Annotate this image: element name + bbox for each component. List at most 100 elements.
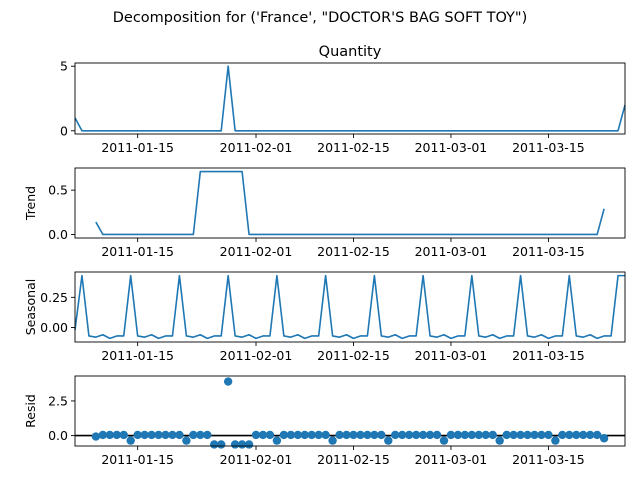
resid-point [481,430,490,440]
resid-point [314,430,323,440]
seasonal-panel: 0.00 0.25 2011-01-15 2011-02-01 2011-02-15 20… [23,271,626,363]
resid-point [404,430,414,440]
trend-xtick-label: 2011-02-15 [317,244,390,259]
resid-xtick-label: 2011-03-01 [415,452,488,467]
resid-point [307,430,316,440]
resid-point [335,430,344,440]
resid-point [217,440,226,449]
resid-point [300,430,309,440]
resid-point [210,440,219,449]
resid-point [370,430,379,440]
resid-point [432,430,442,440]
resid-axes-frame [74,375,626,447]
resid-point [321,430,330,440]
trend-axes-frame [74,167,626,239]
trend-ylabel: Trend [23,186,38,221]
observed-series-line [74,65,626,132]
resid-point [230,440,240,449]
resid-point [467,430,477,440]
resid-point [488,430,497,440]
seasonal-ylabel: Seasonal [23,279,38,336]
seasonal-xtick-label: 2011-02-15 [317,348,390,363]
trend-xtick-label: 2011-03-01 [415,244,488,259]
resid-point [356,430,365,440]
resid-point [98,430,108,440]
resid-xtick-label: 2011-02-15 [317,452,390,467]
resid-point [168,430,177,440]
resid-panel: 0.0 2.5 2011-01-15 2011-02-01 2011-02-15 2011… [23,375,626,467]
resid-point [286,430,296,440]
resid-point [391,430,400,440]
trend-ytick-label: 0.0 [48,227,68,242]
resid-point [453,430,463,440]
observed-xtick-label: 2011-02-15 [317,140,390,155]
resid-ytick-label: 2.5 [48,393,68,408]
resid-point [161,430,170,440]
resid-point [293,430,302,440]
resid-point [460,430,470,440]
resid-point [140,430,149,440]
resid-point [91,432,101,441]
resid-point [418,430,428,440]
observed-panel: 0 5 2011-01-15 2011-02-01 2011-02-15 2011-03-… [60,44,626,155]
seasonal-axes-frame [74,271,626,343]
seasonal-ytick-label: 0.00 [40,320,68,335]
resid-point [579,430,588,440]
resid-point [258,430,268,440]
resid-point [119,430,128,440]
seasonal-ytick-label: 0.25 [40,290,68,305]
seasonal-xtick-label: 2011-02-01 [220,348,293,363]
resid-point [342,430,351,440]
resid-point [196,430,205,440]
resid-point [565,430,574,440]
resid-point [349,430,358,440]
resid-point [502,430,511,440]
seasonal-xtick-label: 2011-03-01 [415,348,488,363]
resid-point [523,430,532,440]
resid-point [175,430,184,440]
observed-title: Quantity [319,44,382,60]
resid-point [377,430,386,440]
resid-point [599,434,609,443]
resid-point [585,430,595,440]
resid-point [265,430,275,440]
resid-point [425,430,435,440]
resid-point [516,430,525,440]
observed-xtick-label: 2011-03-15 [512,140,585,155]
resid-xtick-label: 2011-02-01 [220,452,293,467]
resid-point [544,430,553,440]
resid-point [105,430,115,440]
resid-point [203,430,212,440]
trend-xtick-label: 2011-01-15 [101,244,174,259]
observed-ytick-label: 0 [60,123,68,138]
trend-ytick-label: 0.5 [48,183,68,198]
trend-panel: 0.0 0.5 2011-01-15 2011-02-01 2011-02-15 2011… [23,167,626,259]
resid-point [446,430,456,440]
resid-point [147,430,156,440]
resid-point [592,430,602,440]
resid-point [474,430,483,440]
observed-xtick-label: 2011-03-01 [415,140,488,155]
observed-xtick-label: 2011-01-15 [101,140,174,155]
resid-point [439,436,449,445]
resid-point [495,436,504,445]
resid-ytick-label: 0.0 [48,428,68,443]
resid-point [537,430,546,440]
resid-point [126,436,135,445]
resid-point [182,436,191,445]
resid-point [411,430,421,440]
resid-point [384,436,393,445]
observed-xtick-label: 2011-02-01 [220,140,293,155]
resid-point [251,430,261,440]
resid-point [398,430,407,440]
resid-ylabel: Resid [23,394,38,428]
resid-point [572,430,581,440]
resid-point [530,430,539,440]
seasonal-xtick-label: 2011-03-15 [512,348,585,363]
resid-point [558,430,567,440]
resid-point [272,436,282,445]
resid-point [363,430,372,440]
resid-xtick-label: 2011-03-15 [512,452,585,467]
resid-point [154,430,163,440]
